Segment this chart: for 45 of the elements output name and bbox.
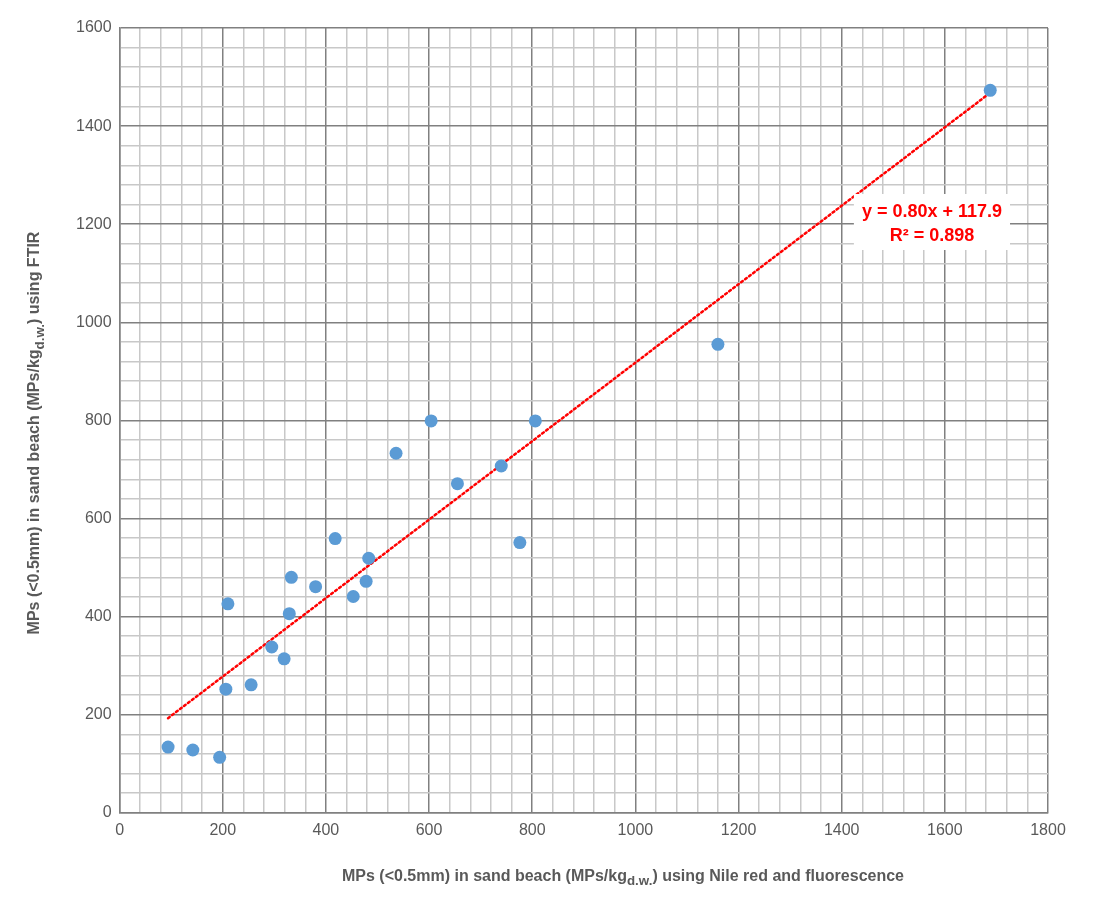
y-tick-label: 0 xyxy=(102,803,112,821)
point xyxy=(213,750,227,764)
point xyxy=(389,446,403,460)
point xyxy=(265,640,279,654)
point xyxy=(494,459,508,473)
y-tick-label: 1200 xyxy=(76,214,112,232)
y-tick-label: 800 xyxy=(84,410,112,428)
point xyxy=(219,682,233,696)
x-tick-label: 600 xyxy=(415,820,443,838)
point xyxy=(362,551,376,565)
point xyxy=(309,580,323,594)
x-tick-label: 1400 xyxy=(823,820,860,838)
y-tick-label: 1600 xyxy=(76,18,112,36)
x-axis-title: MPs (<0.5mm) in sand beach (MPs/kg$_{d.w.}$) using Nile red and fluorescence xyxy=(341,866,905,888)
x-tick-label: 1600 xyxy=(927,820,963,838)
y-tick-label: 600 xyxy=(84,508,112,526)
annotation: R² = 0.898 xyxy=(889,224,975,245)
y-tick-label: 1000 xyxy=(76,312,112,330)
point xyxy=(186,743,200,757)
point xyxy=(983,83,997,97)
point xyxy=(221,597,235,611)
point xyxy=(359,574,373,588)
x-tick-label: 1200 xyxy=(720,820,757,838)
point xyxy=(161,740,175,754)
x-tick-label: 1800 xyxy=(1030,820,1066,838)
point xyxy=(244,678,258,692)
x-tick-label: 400 xyxy=(312,820,340,838)
point xyxy=(711,337,725,351)
y-tick-label: 400 xyxy=(84,607,112,625)
point xyxy=(346,589,360,603)
x-tick-label: 0 xyxy=(115,820,125,838)
point xyxy=(284,570,298,584)
point xyxy=(277,652,291,666)
x-tick-label: 800 xyxy=(518,820,546,838)
x-tick-label: 1000 xyxy=(617,820,654,838)
point xyxy=(528,414,542,428)
annotation: y = 0.80x + 117.9 xyxy=(861,200,1003,221)
x-tick-label: 200 xyxy=(209,820,237,838)
y-tick-label: 200 xyxy=(84,705,112,723)
point xyxy=(424,414,438,428)
point xyxy=(282,607,296,621)
point xyxy=(450,477,464,491)
point xyxy=(328,532,342,546)
y-tick-label: 1400 xyxy=(76,116,112,134)
point xyxy=(513,536,527,550)
